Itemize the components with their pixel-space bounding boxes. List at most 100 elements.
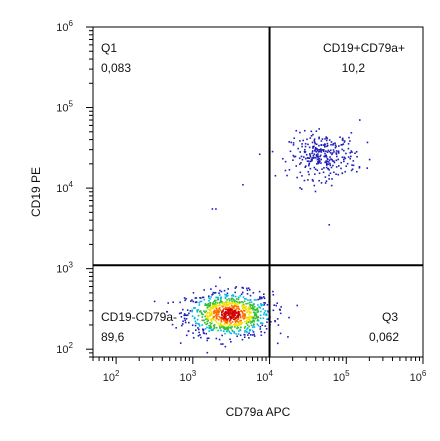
event-dot-pop1: [241, 304, 244, 306]
event-dot-pop1: [201, 313, 203, 315]
event-dot-pop2: [345, 165, 348, 168]
event-dot-pop1: [216, 302, 219, 304]
event-dot-pop1: [184, 299, 186, 302]
event-dot-pop1: [230, 327, 232, 330]
event-dot-pop2: [305, 153, 308, 156]
event-dot-pop2: [338, 145, 340, 147]
event-dot-pop1: [185, 298, 187, 300]
event-dot-pop1: [247, 310, 249, 312]
event-dot-pop2: [292, 144, 295, 146]
event-dot-pop1: [208, 305, 211, 308]
event-dot-pop1: [237, 326, 240, 329]
event-dot-pop1: [209, 304, 212, 307]
event-dot-pop1: [262, 296, 265, 298]
event-dot-pop1: [248, 320, 250, 323]
event-dot-pop1: [236, 335, 238, 338]
event-dot-pop1: [210, 310, 212, 312]
event-dot-pop1: [252, 323, 255, 325]
stray-event-dot: [328, 224, 331, 226]
event-dot-pop1: [233, 332, 236, 334]
event-dot-pop1: [224, 297, 227, 299]
event-dot-pop1: [231, 311, 234, 313]
event-dot-pop1: [241, 307, 244, 310]
event-dot-pop1: [187, 321, 190, 324]
event-dot-pop1: [241, 316, 244, 318]
event-dot-pop1: [263, 331, 266, 334]
event-dot-pop2: [331, 178, 333, 180]
event-dot-pop2: [316, 149, 319, 152]
event-dot-pop1: [209, 298, 211, 300]
event-dot-pop1: [218, 310, 220, 313]
event-dot-pop1: [233, 311, 235, 314]
event-dot-pop1: [241, 310, 244, 313]
event-dot-pop1: [218, 292, 220, 294]
event-dot-pop1: [245, 305, 247, 308]
event-dot-pop1: [210, 311, 213, 314]
event-dot-pop1: [246, 324, 249, 326]
event-dot-pop1: [228, 313, 231, 316]
event-dot-pop1: [241, 291, 244, 294]
event-dot-pop2: [356, 155, 358, 158]
event-dot-pop2: [293, 155, 296, 158]
event-dot-pop2: [308, 157, 311, 159]
event-dot-pop1: [218, 324, 221, 327]
event-dot-pop2: [334, 142, 336, 144]
event-dot-pop2: [292, 154, 295, 157]
event-dot-pop1: [198, 328, 200, 331]
event-dot-pop1: [248, 328, 251, 331]
event-dot-pop1: [228, 315, 231, 318]
event-dot-pop1: [229, 302, 231, 304]
event-dot-pop2: [313, 184, 316, 187]
event-dot-pop2: [331, 158, 333, 161]
event-dot-pop1: [252, 307, 255, 309]
event-dot-pop2: [310, 130, 313, 133]
event-dot-pop1: [214, 303, 217, 306]
event-dot-pop1: [242, 287, 245, 289]
event-dot-pop2: [312, 155, 315, 157]
event-dot-pop2: [321, 168, 323, 170]
event-dot-pop1: [250, 315, 252, 318]
event-dot-pop1: [246, 327, 249, 329]
event-dot-pop2: [309, 154, 311, 157]
event-dot-pop1: [182, 320, 184, 323]
event-dot-pop2: [314, 173, 316, 175]
y-tick-label: 104: [56, 180, 73, 195]
event-dot-pop1: [248, 288, 251, 291]
event-dot-pop2: [318, 179, 320, 182]
event-dot-pop1: [241, 338, 244, 341]
event-dot-pop1: [255, 299, 257, 301]
event-dot-pop1: [219, 326, 221, 328]
event-dot-pop1: [216, 298, 219, 301]
event-dot-pop2: [342, 158, 345, 161]
event-dot-pop1: [231, 306, 234, 309]
event-dot-pop1: [233, 314, 235, 317]
event-dot-pop2: [309, 167, 312, 170]
event-dot-pop1: [260, 297, 263, 300]
event-dot-pop1: [233, 318, 236, 321]
event-dot-pop1: [180, 315, 183, 318]
event-dot-pop1: [211, 328, 214, 331]
event-dot-pop2: [312, 146, 315, 148]
event-dot-pop1: [171, 323, 174, 326]
event-dot-pop1: [252, 311, 255, 314]
event-dot-pop2: [324, 182, 327, 184]
event-dot-pop1: [257, 309, 259, 312]
event-dot-pop1: [194, 297, 197, 299]
event-dot-pop1: [225, 322, 228, 324]
event-dot-pop1: [167, 302, 170, 304]
event-dot-pop1: [255, 309, 257, 311]
event-dot-pop1: [230, 322, 232, 324]
event-dot-pop1: [215, 316, 218, 319]
event-dot-pop1: [251, 304, 253, 307]
event-dot-pop2: [328, 139, 331, 141]
event-dot-pop1: [197, 334, 200, 337]
event-dot-pop2: [325, 150, 327, 152]
event-dot-pop1: [248, 330, 251, 332]
event-dot-pop1: [199, 297, 202, 299]
event-dot-pop2: [305, 165, 307, 167]
event-dot-pop2: [315, 143, 318, 146]
event-dot-pop1: [237, 333, 240, 335]
event-dot-pop1: [234, 314, 237, 317]
event-dot-pop1: [223, 325, 225, 328]
event-dot-pop1: [191, 310, 193, 313]
